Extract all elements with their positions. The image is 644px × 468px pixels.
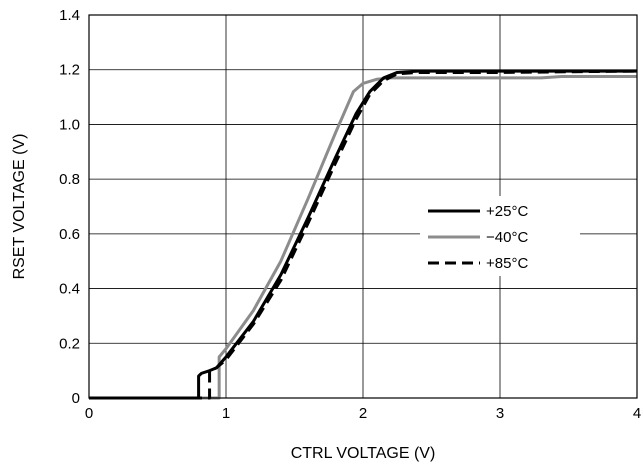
y-tick-label: 0.8: [59, 171, 80, 188]
y-tick-label: 0.6: [59, 226, 80, 243]
y-tick-label: 0: [72, 390, 80, 407]
x-tick-label: 2: [359, 405, 367, 422]
x-tick-label: 0: [85, 405, 93, 422]
plot-frame: [88, 14, 638, 399]
legend: +25°C −40°C +85°C: [420, 196, 580, 276]
y-tick-labels: 0 0.2 0.4 0.6 0.8 1.0 1.2 1.4: [59, 7, 80, 407]
series-layer: [89, 69, 638, 400]
y-tick-label: 1.2: [59, 62, 80, 79]
y-axis-title: RSET VOLTAGE (V): [11, 134, 28, 280]
x-tick-label: 3: [496, 405, 504, 422]
legend-label: +25°C: [486, 203, 528, 220]
x-tick-label: 1: [222, 405, 230, 422]
series-line: [89, 75, 637, 400]
series-line: [89, 69, 638, 400]
series-line: [89, 69, 637, 400]
y-tick-label: 0.2: [59, 335, 80, 352]
y-tick-label: 0.4: [59, 281, 80, 298]
x-axis-title: CTRL VOLTAGE (V): [291, 445, 436, 462]
x-tick-label: 4: [633, 405, 641, 422]
legend-label: +85°C: [486, 255, 528, 272]
y-tick-label: 1.0: [59, 116, 80, 133]
y-tick-label: 1.4: [59, 7, 80, 24]
x-tick-labels: 0 1 2 3 4: [85, 405, 641, 422]
legend-label: −40°C: [486, 229, 528, 246]
